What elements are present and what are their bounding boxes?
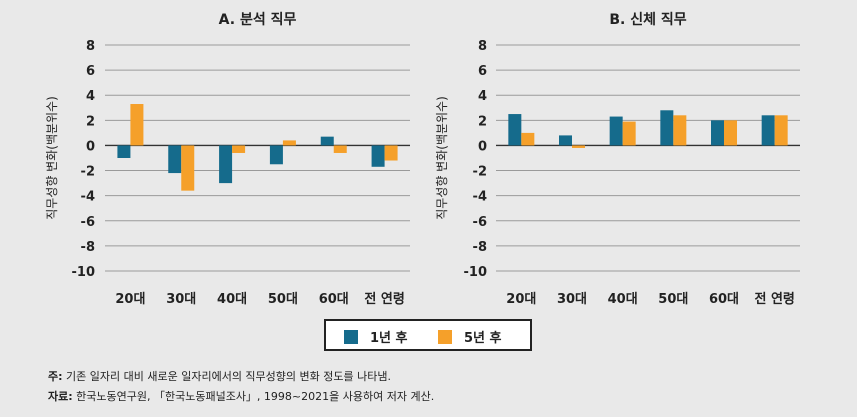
source-line: 자료: 한국노동연구원, 「한국노동패널조사」, 1998~2021을 사용하여… [48, 387, 434, 407]
y-tick-label: 6 [478, 64, 487, 79]
y-tick-label: 8 [86, 39, 95, 54]
y-tick-label: 2 [86, 114, 95, 129]
x-tick-label: 60대 [319, 292, 349, 307]
bar-5yr [282, 140, 296, 146]
bar-1yr [219, 145, 233, 184]
note-key: 주: [48, 370, 63, 383]
bar-1yr [117, 145, 131, 158]
y-tick-label: 8 [478, 39, 487, 54]
y-tick-label: 6 [86, 64, 95, 79]
bar-1yr [761, 115, 775, 146]
bar-1yr [371, 145, 385, 167]
y-tick-label: -10 [464, 265, 488, 280]
x-tick-label: 20대 [506, 292, 536, 307]
bar-5yr [130, 104, 144, 146]
x-tick-label: 전 연령 [364, 291, 404, 307]
source-key: 자료: [48, 390, 73, 403]
y-tick-label: -6 [473, 215, 487, 230]
chart-title: B. 신체 직무 [609, 11, 686, 28]
chart-title: A. 분석 직무 [219, 11, 297, 28]
bar-5yr [521, 132, 535, 146]
bar-5yr [572, 145, 585, 148]
bar-5yr [232, 145, 246, 153]
y-tick-label: 0 [478, 139, 487, 154]
legend-swatch-5yr [438, 329, 452, 344]
source-text: 한국노동연구원, 「한국노동패널조사」, 1998~2021을 사용하여 저자 … [76, 390, 435, 403]
bar-1yr [269, 145, 283, 165]
footnotes: 주: 기존 일자리 대비 새로운 일자리에서의 직무성향의 변화 정도를 나타냄… [48, 367, 434, 407]
y-tick-label: -8 [473, 240, 487, 255]
bar-5yr [333, 145, 347, 153]
x-tick-label: 50대 [658, 292, 688, 307]
x-tick-label: 40대 [217, 292, 247, 307]
bar-5yr [774, 115, 788, 146]
legend-swatch-1yr [344, 329, 358, 344]
note-line: 주: 기존 일자리 대비 새로운 일자리에서의 직무성향의 변화 정도를 나타냄… [48, 367, 434, 387]
bar-1yr [168, 145, 182, 174]
bar-5yr [181, 145, 195, 191]
y-axis-label: 직무성향 변화(백분위수) [45, 96, 59, 220]
legend: 1년 후 5년 후 [324, 319, 532, 351]
y-tick-label: -4 [81, 190, 95, 205]
x-tick-label: 60대 [709, 292, 739, 307]
y-tick-label: -8 [81, 240, 95, 255]
bar-5yr [384, 145, 398, 161]
bar-1yr [660, 110, 674, 146]
y-tick-label: -6 [81, 215, 95, 230]
legend-item-5yr: 5년 후 [438, 327, 502, 346]
y-tick-label: 4 [478, 89, 487, 104]
y-tick-label: -2 [81, 165, 95, 180]
y-axis-label: 직무성향 변화(백분위수) [435, 96, 449, 220]
bar-5yr [724, 120, 737, 146]
x-tick-label: 20대 [115, 292, 145, 307]
note-text: 기존 일자리 대비 새로운 일자리에서의 직무성향의 변화 정도를 나타냄. [66, 370, 391, 383]
y-tick-label: -10 [72, 265, 96, 280]
x-tick-label: 전 연령 [754, 291, 794, 307]
x-tick-label: 50대 [268, 292, 298, 307]
bar-5yr [673, 115, 687, 146]
y-tick-label: -4 [473, 190, 487, 205]
bar-5yr [622, 121, 636, 146]
y-tick-label: 2 [478, 114, 487, 129]
y-tick-label: -2 [473, 165, 487, 180]
bar-1yr [320, 136, 334, 146]
x-tick-label: 30대 [166, 292, 196, 307]
legend-item-1yr: 1년 후 [344, 327, 408, 346]
bar-1yr [508, 114, 522, 146]
legend-label-5yr: 5년 후 [464, 331, 502, 346]
bar-1yr [711, 120, 724, 146]
x-tick-label: 30대 [557, 292, 587, 307]
y-tick-label: 4 [86, 89, 95, 104]
legend-label-1yr: 1년 후 [370, 331, 408, 346]
y-tick-label: 0 [86, 139, 95, 154]
bar-1yr [609, 116, 623, 146]
bar-1yr [559, 135, 572, 146]
x-tick-label: 40대 [608, 292, 638, 307]
